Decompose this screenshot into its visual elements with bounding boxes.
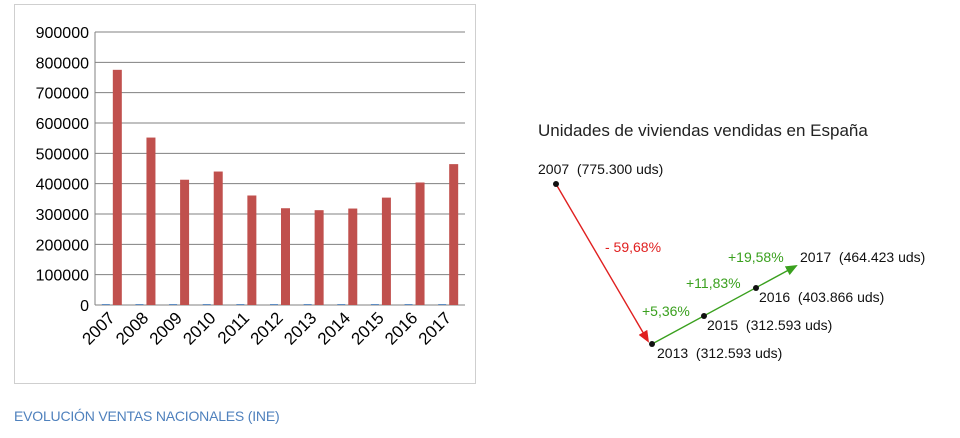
trend-diagram: Unidades de viviendas vendidas en España… (538, 121, 925, 361)
bar-blue-2012 (270, 304, 278, 305)
bar-red-2016 (415, 182, 425, 305)
bar-red-2011 (247, 195, 257, 305)
bar-red-2010 (213, 171, 223, 305)
bar-red-2015 (381, 197, 391, 305)
label-2015: 2015 (312.593 uds) (707, 317, 832, 333)
decline-arrow (555, 183, 650, 343)
point-2007 (553, 181, 559, 187)
y-tick-label: 700000 (36, 86, 89, 103)
x-tick-label: 2014 (314, 308, 354, 348)
bar-blue-2013 (303, 304, 312, 305)
bar-blue-2015 (370, 304, 379, 305)
x-tick-label: 2010 (179, 308, 219, 348)
trend-title: Unidades de viviendas vendidas en España (538, 121, 868, 140)
label-2007: 2007 (775.300 uds) (538, 161, 663, 177)
change-2017: +19,58% (728, 249, 784, 265)
change-decline: - 59,68% (605, 239, 661, 255)
point-2016 (753, 285, 759, 291)
y-tick-label: 100000 (36, 268, 89, 285)
x-tick-label: 2009 (146, 308, 186, 348)
bar-red-2017 (449, 164, 459, 305)
bar-chart: 900000 800000 700000 600000 500000 400000 3000… (36, 25, 465, 349)
y-tick-label: 900000 (36, 25, 89, 42)
bar-red-2013 (314, 210, 324, 305)
bar-blue-2009 (169, 304, 178, 305)
bar-blue-2014 (337, 304, 346, 305)
change-2016: +11,83% (686, 275, 741, 291)
x-tick-label: 2008 (112, 308, 152, 348)
x-tick-label: 2017 (415, 308, 455, 348)
label-2016: 2016 (403.866 uds) (759, 289, 884, 305)
x-axis-ticks: 2007200820092010201120122013201420152016… (78, 308, 455, 348)
change-2015: +5,36% (642, 303, 690, 319)
point-2013 (649, 341, 655, 347)
bar-red-2008 (146, 137, 156, 305)
bar-blue-2017 (438, 304, 447, 305)
bar-blue-2010 (202, 304, 211, 305)
bar-blue-2011 (236, 304, 245, 305)
y-tick-label: 200000 (36, 237, 89, 254)
label-2017: 2017 (464.423 uds) (800, 249, 925, 265)
y-tick-label: 500000 (36, 146, 89, 163)
bar-blue-2007 (101, 304, 110, 305)
x-tick-label: 2012 (247, 308, 287, 348)
y-tick-label: 0 (80, 298, 89, 315)
x-tick-label: 2015 (348, 308, 388, 348)
x-tick-label: 2016 (381, 308, 421, 348)
gridlines (94, 31, 465, 306)
bar-red-2007 (112, 69, 122, 305)
bar-red-2014 (348, 208, 358, 305)
bar-blue-2016 (404, 304, 413, 305)
y-tick-label: 300000 (36, 207, 89, 224)
bar-chart-frame: 900000 800000 700000 600000 500000 400000 3000… (14, 4, 476, 384)
point-2015 (701, 313, 707, 319)
bars (101, 69, 459, 305)
growth-arrow (651, 265, 798, 345)
bar-blue-2008 (135, 304, 144, 305)
x-tick-label: 2011 (214, 308, 253, 347)
label-2013: 2013 (312.593 uds) (657, 345, 782, 361)
chart-caption: EVOLUCIÓN VENTAS NACIONALES (INE) (14, 408, 280, 424)
y-tick-label: 600000 (36, 116, 89, 133)
bar-red-2009 (180, 179, 190, 305)
y-tick-label: 800000 (36, 55, 89, 72)
bar-red-2012 (281, 208, 290, 305)
x-tick-label: 2013 (280, 308, 320, 348)
y-axis-ticks: 900000 800000 700000 600000 500000 400000 3000… (36, 25, 89, 315)
y-tick-label: 400000 (36, 177, 89, 194)
